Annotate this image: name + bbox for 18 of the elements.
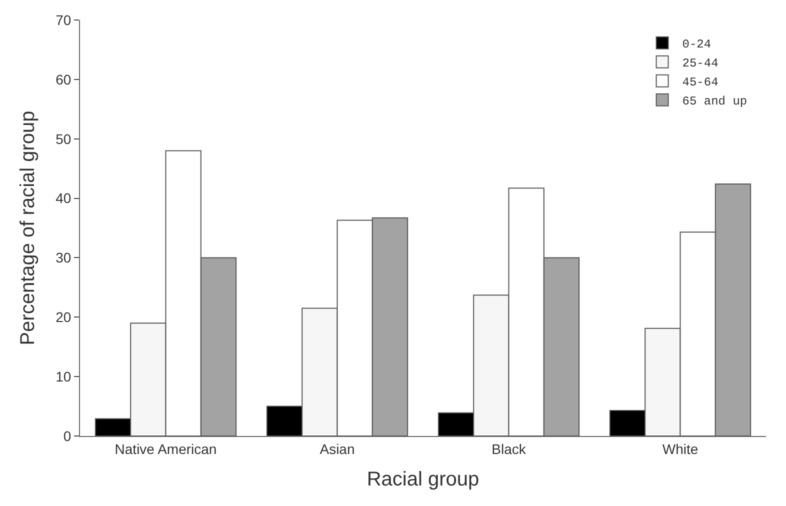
y-tick-label: 0 — [63, 428, 72, 444]
legend-label: 25-44 — [682, 56, 718, 70]
y-tick-label: 30 — [56, 250, 72, 266]
y-tick-label: 60 — [56, 71, 72, 88]
x-tick-label: Asian — [320, 440, 355, 457]
x-tick-label: White — [662, 440, 698, 457]
legend-label: 0-24 — [682, 38, 712, 52]
legend-label: 45-64 — [682, 76, 718, 90]
legend-label: 65 and up — [682, 94, 748, 108]
y-tick-label: 70 — [56, 12, 72, 28]
x-tick-label: Native American — [114, 440, 217, 457]
x-tick-label: Black — [492, 440, 527, 457]
y-tick-label: 20 — [56, 309, 72, 326]
y-axis-title: Percentage of racial group — [17, 110, 40, 346]
y-tick-label: 10 — [56, 368, 72, 384]
y-tick-label: 40 — [56, 190, 72, 206]
y-tick-label: 50 — [56, 130, 72, 147]
x-axis-title: Racial group — [366, 468, 480, 490]
